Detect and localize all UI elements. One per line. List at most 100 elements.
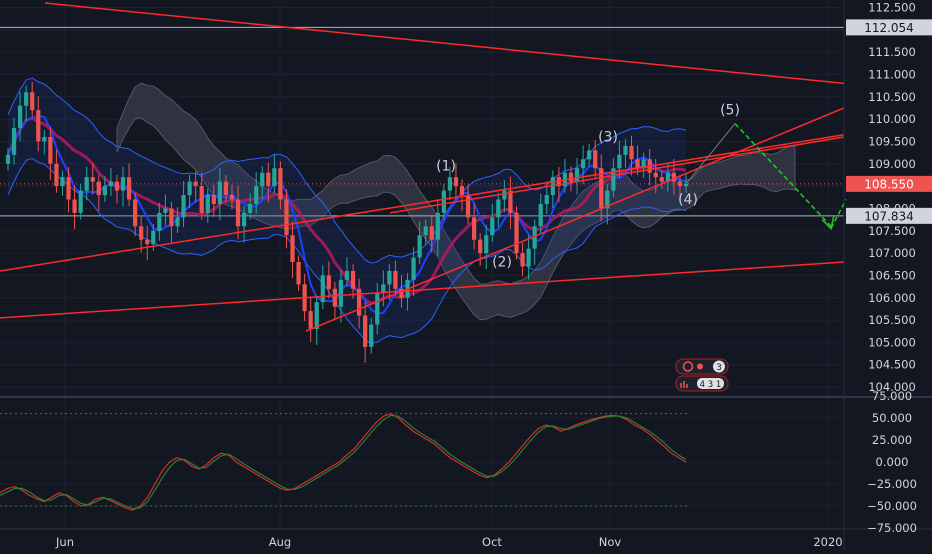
candle-body bbox=[599, 168, 604, 209]
price-tick-label: 109.000 bbox=[868, 157, 916, 171]
candle-body bbox=[326, 275, 331, 289]
candle-body bbox=[356, 288, 362, 316]
horizontal-levels bbox=[0, 26, 844, 217]
candle-body bbox=[526, 248, 531, 267]
candle-body bbox=[659, 177, 664, 182]
candle-body bbox=[641, 159, 646, 169]
candle-body bbox=[314, 302, 319, 330]
candle-body bbox=[126, 177, 132, 200]
candle-body bbox=[181, 195, 186, 218]
rsi-tick-label: 25.000 bbox=[872, 433, 912, 447]
candle-body bbox=[229, 195, 235, 200]
badge-values-text: 4 3 1 bbox=[700, 380, 722, 390]
price-tick-label: 112.500 bbox=[868, 0, 916, 14]
candle-body bbox=[617, 154, 622, 169]
candle-body bbox=[163, 208, 168, 213]
candle-body bbox=[211, 195, 216, 204]
rsi-tick-label: 75.000 bbox=[872, 389, 912, 403]
candle-body bbox=[66, 177, 71, 200]
candle-body bbox=[568, 172, 574, 182]
candle-body bbox=[84, 177, 89, 191]
indicator-badge-2[interactable]: 4 3 1 bbox=[675, 375, 729, 392]
price-tick-label: 104.000 bbox=[868, 380, 916, 394]
candle-body bbox=[508, 190, 513, 213]
grid-lines bbox=[0, 0, 844, 529]
candle-body bbox=[266, 172, 271, 187]
candle-body bbox=[199, 186, 204, 213]
candle-body bbox=[514, 212, 519, 254]
bollinger-upper bbox=[7, 77, 687, 264]
candle-body bbox=[417, 235, 422, 258]
candle-body bbox=[241, 212, 247, 227]
record-icon-dot bbox=[697, 363, 703, 370]
candle-body bbox=[411, 257, 416, 280]
candle-body bbox=[217, 181, 222, 204]
trend-line[interactable] bbox=[44, 2, 845, 85]
rsi-tick-label: 50.000 bbox=[872, 411, 912, 425]
wave-label: (2) bbox=[492, 254, 512, 270]
candle-body bbox=[580, 159, 586, 169]
candle-body bbox=[665, 172, 670, 182]
candle-body bbox=[272, 168, 277, 187]
candle-body bbox=[677, 181, 683, 187]
candle-body bbox=[435, 212, 440, 240]
candle-body bbox=[60, 177, 65, 187]
candle-body bbox=[653, 172, 658, 178]
candle-body bbox=[544, 195, 549, 204]
candle-body bbox=[453, 177, 459, 187]
elliott-wave-labels: (1) (2) (3) (4) (5) bbox=[436, 103, 740, 271]
candle-body bbox=[369, 324, 374, 347]
rsi-axis[interactable]: 75.000 50.000 25.000 0.000 −25.000 −50.000 −75… bbox=[867, 389, 917, 535]
rsi-tick-label: −25.000 bbox=[867, 477, 917, 491]
badge-values-bg bbox=[697, 378, 724, 389]
candle-body bbox=[683, 183, 689, 187]
candlesticks bbox=[5, 82, 689, 363]
candle-body bbox=[102, 186, 107, 196]
candle-body bbox=[254, 186, 259, 204]
price-tick-label: 107.000 bbox=[868, 246, 916, 260]
level-price-tag-text: 112.054 bbox=[864, 21, 914, 35]
candle-body bbox=[169, 208, 174, 227]
rsi-tick-label: −50.000 bbox=[867, 499, 917, 513]
candle-body bbox=[260, 172, 265, 187]
candle-body bbox=[48, 136, 53, 164]
candle-body bbox=[332, 288, 338, 307]
candle-body bbox=[157, 212, 162, 231]
time-axis[interactable]: Jun Aug Oct Nov 2020 bbox=[55, 535, 843, 549]
price-tick-label: 105.500 bbox=[868, 313, 916, 327]
indicator-badge-1[interactable]: 3 bbox=[675, 358, 729, 375]
candle-body bbox=[248, 203, 253, 213]
candle-body bbox=[96, 181, 101, 196]
candle-body bbox=[447, 177, 453, 191]
candle-body bbox=[78, 190, 83, 213]
candle-body bbox=[556, 177, 561, 187]
candle-body bbox=[338, 279, 344, 307]
last-price-tag bbox=[846, 175, 932, 192]
candle-body bbox=[375, 293, 380, 325]
time-tick-label: Oct bbox=[482, 535, 502, 549]
time-tick-label: 2020 bbox=[813, 535, 842, 549]
trend-line[interactable] bbox=[0, 134, 845, 272]
price-tick-label: 105.000 bbox=[868, 335, 916, 349]
candle-body bbox=[465, 195, 471, 218]
chart-bars-icon bbox=[680, 381, 688, 388]
time-tick-label: Nov bbox=[599, 535, 622, 549]
ichimoku-cloud bbox=[116, 82, 796, 321]
price-tick-label: 107.500 bbox=[868, 224, 916, 238]
record-icon bbox=[682, 361, 694, 372]
candle-body bbox=[175, 217, 180, 227]
trend-line[interactable] bbox=[389, 136, 845, 214]
candle-body bbox=[623, 145, 628, 155]
candle-body bbox=[423, 226, 428, 236]
candle-body bbox=[151, 230, 156, 245]
last-price-tag-text: 108.550 bbox=[864, 177, 914, 191]
candle-body bbox=[284, 199, 289, 236]
candle-body bbox=[5, 154, 11, 164]
time-tick-label: Aug bbox=[269, 535, 291, 549]
rsi-tick-label: −75.000 bbox=[867, 521, 917, 535]
candle-body bbox=[278, 168, 283, 200]
candle-body bbox=[484, 235, 489, 254]
trend-line[interactable] bbox=[0, 261, 845, 319]
